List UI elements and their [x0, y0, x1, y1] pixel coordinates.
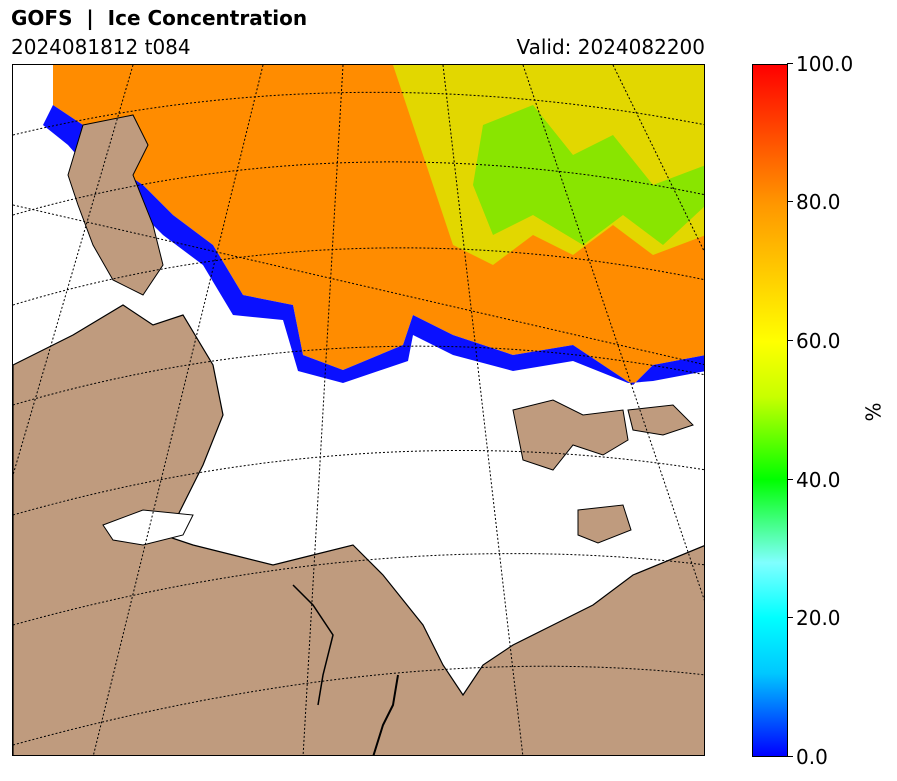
ob-river [292, 584, 334, 706]
colorbar-label: % [861, 402, 886, 422]
ice-map [12, 64, 705, 756]
colorbar-tick-80: 80.0 [787, 192, 841, 212]
colorbar-tick-20: 20.0 [787, 608, 841, 628]
land-mainland-west [13, 304, 704, 755]
colorbar-tick-60: 60.0 [787, 331, 841, 351]
yenisei-river [372, 674, 399, 755]
land-island-small [577, 504, 632, 544]
chart-title: GOFS | Ice Concentration [11, 6, 308, 30]
colorbar-tick-100: 100.0 [786, 54, 853, 74]
map-canvas [13, 65, 704, 755]
land-novaya-zemlya [67, 114, 164, 296]
run-label: 2024081812 t084 [11, 35, 191, 59]
land-islands-east [627, 404, 694, 436]
white-sea [102, 509, 194, 546]
colorbar-tick-40: 40.0 [787, 470, 841, 490]
colorbar-tick-0: 0.0 [787, 747, 828, 767]
graticule [13, 65, 704, 755]
land-severnaya-zemlya [512, 399, 629, 471]
colorbar [752, 64, 788, 757]
valid-time-label: Valid: 2024082200 [516, 35, 705, 59]
